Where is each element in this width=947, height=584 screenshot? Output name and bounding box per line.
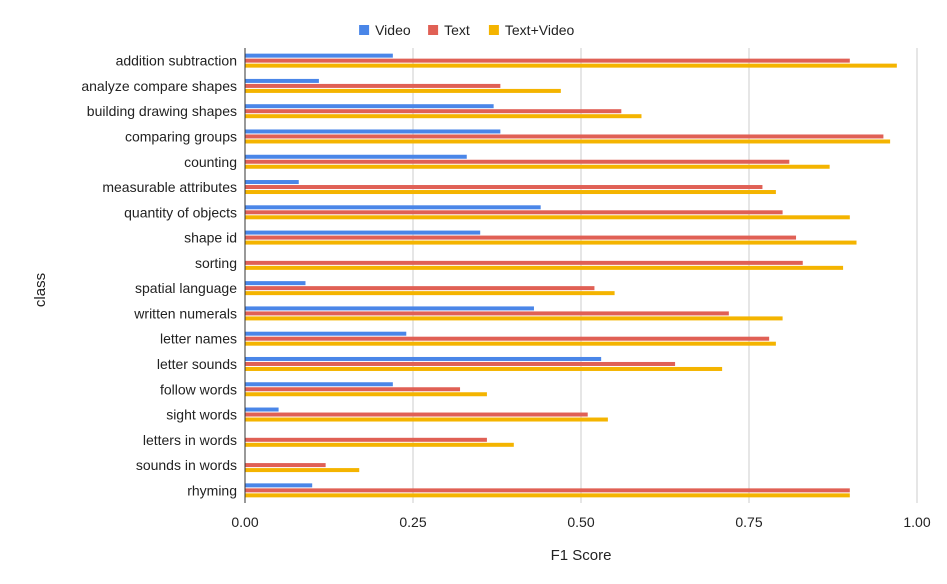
category-label: analyze compare shapes [81,78,237,94]
category-label: sorting [195,255,237,271]
x-tick-labels: 0.00 0.25 0.50 0.75 1.00 [231,514,930,530]
legend-swatch [359,25,370,35]
category-label: counting [184,154,237,170]
bar-video [245,306,534,311]
legend-label: Text+Video [505,22,575,38]
bar-video [245,180,299,185]
bar-text [245,463,326,468]
bar-text [245,311,729,316]
bar-text-video [245,265,844,270]
category-label: letter sounds [157,356,237,372]
bar-video [245,281,306,286]
x-tick-label: 0.75 [735,514,762,530]
bar-text-video [245,114,642,119]
bar-video [245,53,393,58]
bar-text [245,412,588,417]
bar-text-video [245,316,783,321]
bar-text-video [245,139,891,144]
bar-text-video [245,366,723,371]
bar-video [245,129,501,134]
bar-video [245,331,407,336]
category-label: quantity of objects [124,204,237,220]
bar-text [245,185,763,190]
category-labels: addition subtraction analyze compare shap… [81,53,237,499]
x-tick-label: 0.50 [567,514,594,530]
legend: Video Text Text+Video [359,22,575,38]
y-axis-title: class [32,273,49,307]
bar-text [245,387,461,392]
bar-video [245,104,494,109]
bar-text [245,488,850,493]
gridlines [412,48,918,503]
bar-video [245,483,313,488]
category-label: letters in words [143,432,237,448]
legend-swatch [488,25,499,35]
category-label: building drawing shapes [87,103,237,119]
bar-video [245,230,481,235]
bar-text-video [245,442,514,447]
bar-video [245,78,319,83]
category-label: spatial language [135,280,237,296]
bar-text [245,286,595,291]
bar-text [245,336,770,341]
bar-text-video [245,417,608,422]
bar-video [245,356,602,361]
bar-video [245,154,467,159]
category-label: sounds in words [136,457,237,473]
legend-label: Video [375,22,411,38]
bar-text [245,58,850,63]
bar-text [245,134,884,139]
legend-label: Text [444,22,470,38]
category-label: letter names [160,331,237,347]
bar-text-video [245,493,850,498]
bar-text [245,260,803,265]
bar-text [245,210,783,215]
bar-text [245,437,487,442]
legend-swatch [428,25,439,35]
bars [245,53,897,498]
x-tick-label: 1.00 [903,514,930,530]
bar-text-video [245,291,615,296]
bar-text [245,109,622,114]
category-label: addition subtraction [116,53,237,69]
category-label: comparing groups [125,128,237,144]
bar-text-video [245,215,850,220]
bar-text [245,361,676,366]
bar-text-video [245,63,897,68]
category-label: sight words [166,407,237,423]
bar-video [245,205,541,210]
x-axis-title: F1 Score [551,547,612,564]
bar-video [245,407,279,412]
bar-text [245,235,797,240]
bar-text-video [245,190,776,195]
bar-text-video [245,88,561,93]
bar-text-video [245,240,857,245]
category-label: rhyming [187,482,237,498]
bar-text-video [245,164,830,169]
bar-video [245,382,393,387]
category-label: measurable attributes [102,179,237,195]
bar-text [245,159,790,164]
category-label: follow words [160,381,237,397]
bar-text-video [245,468,360,473]
bar-text-video [245,392,487,397]
bar-text-video [245,341,776,346]
x-tick-label: 0.25 [399,514,426,530]
category-label: written numerals [133,305,237,321]
bar-text [245,83,501,88]
x-tick-label: 0.00 [231,514,258,530]
category-label: shape id [184,230,237,246]
